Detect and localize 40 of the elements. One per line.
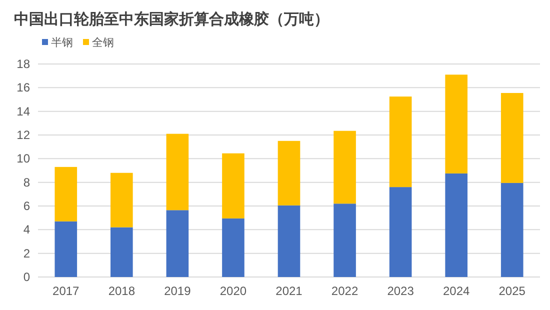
y-tick-label: 10 <box>16 152 30 166</box>
bar <box>166 134 189 210</box>
bar <box>54 221 78 277</box>
bar <box>222 218 244 277</box>
bar <box>334 204 356 277</box>
y-tick-label: 18 <box>16 57 30 71</box>
x-tick-label: 2019 <box>164 284 192 298</box>
y-tick-label: 16 <box>16 80 30 95</box>
bar <box>445 74 468 174</box>
bar <box>54 166 78 222</box>
bar <box>500 182 524 277</box>
bar <box>278 205 300 277</box>
y-tick-label: 2 <box>23 246 30 260</box>
bar <box>334 130 356 204</box>
bar <box>389 96 412 188</box>
bar <box>389 187 412 277</box>
bar <box>110 227 133 277</box>
x-tick-label: 2023 <box>387 284 414 298</box>
y-tick-label: 4 <box>23 222 30 237</box>
x-tick-label: 2021 <box>276 284 303 298</box>
x-tick-label: 2025 <box>498 284 526 298</box>
y-tick-label: 8 <box>23 175 30 190</box>
bar <box>500 92 524 183</box>
chart-title: 中国出口轮胎至中东国家折算合成橡胶（万吨） <box>14 10 329 28</box>
bar <box>110 172 133 228</box>
x-tick-label: 2017 <box>52 284 80 298</box>
x-tick-label: 2024 <box>442 284 470 298</box>
legend-label: 半钢 <box>51 36 73 49</box>
x-tick-label: 2020 <box>220 284 247 298</box>
x-tick-label: 2018 <box>108 284 136 298</box>
y-tick-label: 14 <box>16 104 30 118</box>
bar <box>445 173 468 277</box>
legend-label: 全钢 <box>92 37 114 49</box>
y-tick-label: 0 <box>23 270 30 284</box>
x-tick-label: 2022 <box>331 284 358 298</box>
bar <box>222 153 244 218</box>
bar <box>278 140 300 206</box>
y-tick-label: 12 <box>16 128 30 142</box>
bar <box>166 210 189 277</box>
y-tick-label: 6 <box>23 199 30 213</box>
